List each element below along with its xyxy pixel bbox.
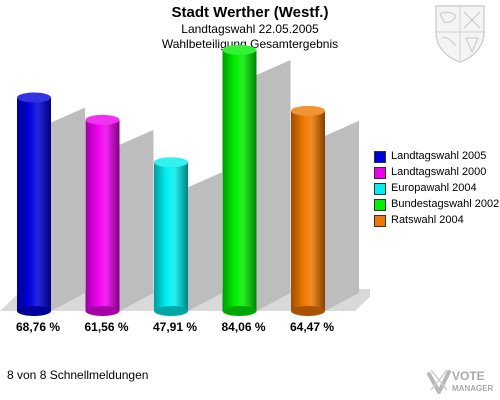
bar-1 xyxy=(17,92,51,316)
logo-line-2: MANAGER xyxy=(452,384,494,393)
legend-swatch xyxy=(374,183,386,195)
legend-swatch xyxy=(374,151,386,163)
bar-2 xyxy=(85,114,120,316)
coat-of-arms-icon xyxy=(435,5,485,63)
legend-label: Landtagswahl 2005 xyxy=(391,150,487,162)
bar-shadow xyxy=(119,129,154,311)
legend-label: Ratswahl 2004 xyxy=(391,214,464,226)
bar-shadow xyxy=(51,107,85,311)
vote-manager-logo-icon: VOTE MANAGER xyxy=(427,369,494,394)
value-label: 47,91 % xyxy=(153,320,197,334)
logo-line-1: VOTE xyxy=(452,369,485,383)
legend-swatch xyxy=(374,167,386,179)
value-label: 84,06 % xyxy=(221,320,265,334)
legend-label: Bundestagswahl 2002 xyxy=(391,198,500,210)
bar-3 xyxy=(154,157,188,316)
chart-subtitle: Landtagswahl 22.05.2005 xyxy=(181,22,319,36)
legend-label: Landtagswahl 2000 xyxy=(391,166,487,178)
value-label: 68,76 % xyxy=(16,320,60,334)
value-label: 64,47 % xyxy=(290,320,334,334)
legend-label: Europawahl 2004 xyxy=(391,182,477,194)
bar-shadow xyxy=(188,172,222,311)
legend-swatch xyxy=(374,199,386,211)
legend-swatch xyxy=(374,215,386,227)
bar-chart: 68,76 % 61,56 % 47,91 % 84,06 % 64,47 % xyxy=(0,45,370,334)
bar-5 xyxy=(291,105,325,316)
chart-title: Stadt Werther (Westf.) xyxy=(171,4,329,21)
bar-shadow xyxy=(325,120,359,311)
bar-shadow xyxy=(256,60,291,311)
chart-subtitle-2: Wahlbeteiligung Gesamtergebnis xyxy=(161,37,339,51)
status-text: 8 von 8 Schnellmeldungen xyxy=(7,368,149,382)
value-label: 61,56 % xyxy=(84,320,128,334)
bar-4 xyxy=(222,45,257,316)
